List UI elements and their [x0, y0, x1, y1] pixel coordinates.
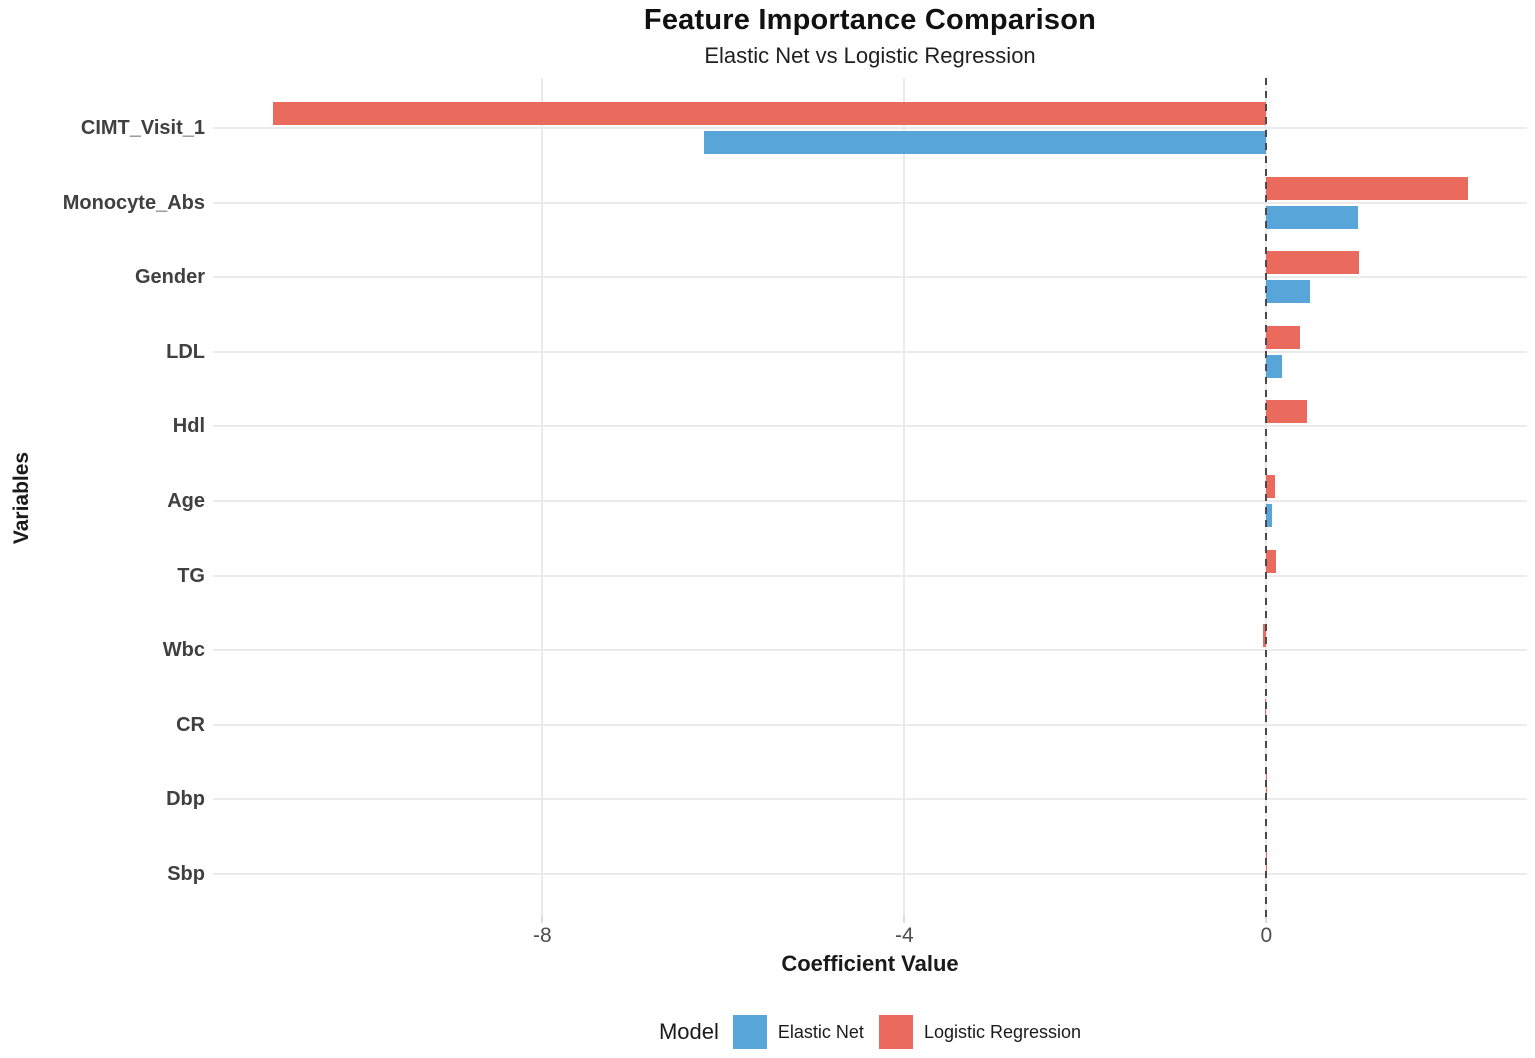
legend-label-logistic-regression: Logistic Regression [923, 1021, 1082, 1042]
gridline-horizontal [213, 425, 1527, 428]
y-axis-label-sbp: Sbp [167, 863, 205, 885]
y-axis-label-ldl: LDL [166, 340, 205, 363]
bar-elastic-net-gender [1266, 280, 1310, 304]
gridline-vertical [541, 78, 544, 915]
x-axis-tick-mark [903, 915, 906, 923]
bar-logistic-regression-monocyte_abs [1266, 176, 1469, 200]
y-axis-label-cr: CR [176, 713, 205, 736]
bar-logistic-regression-age [1266, 475, 1276, 498]
bar-elastic-net-age [1266, 504, 1272, 527]
bar-logistic-regression-tg [1266, 549, 1277, 573]
bar-logistic-regression-cimt_visit_1 [272, 102, 1267, 125]
bar-logistic-regression-wbc [1262, 624, 1267, 648]
y-axis-label-gender: Gender [134, 266, 205, 289]
gridline-horizontal [213, 127, 1527, 129]
gridline-horizontal [213, 500, 1527, 502]
y-axis-label-dbp: Dbp [166, 788, 205, 811]
plot-panel [213, 78, 1527, 923]
y-axis-label-monocyte_abs: Monocyte_Abs [62, 191, 205, 214]
y-axis-label-cimt_visit_1: CIMT_Visit_1 [80, 117, 205, 139]
x-axis-tick-mark [541, 915, 544, 923]
y-axis-label-hdl: Hdl [172, 415, 205, 438]
y-axis-label-wbc: Wbc [162, 639, 205, 662]
bar-elastic-net-cimt_visit_1 [704, 131, 1267, 154]
gridline-horizontal [213, 276, 1527, 279]
x-axis-title: Coefficient Value [781, 951, 959, 976]
gridline-horizontal [213, 649, 1527, 652]
gridline-horizontal [213, 350, 1527, 353]
bar-logistic-regression-hdl [1266, 400, 1308, 424]
gridline-horizontal [213, 723, 1527, 726]
y-axis-label-age: Age [167, 490, 205, 512]
chart-title: Feature Importance Comparison [643, 4, 1097, 36]
x-axis-tick-label--8: -8 [533, 924, 552, 947]
legend-title: Model [658, 1019, 719, 1044]
bar-elastic-net-ldl [1266, 354, 1282, 378]
gridline-horizontal [213, 201, 1527, 204]
legend-swatch-elastic-net [732, 1015, 767, 1049]
gridline-horizontal [213, 798, 1527, 801]
legend: Model Elastic Net Logistic Regression [213, 1010, 1527, 1054]
bar-logistic-regression-gender [1266, 251, 1359, 275]
gridline-horizontal [213, 574, 1527, 577]
gridline-vertical [903, 78, 906, 915]
bar-elastic-net-monocyte_abs [1266, 205, 1358, 229]
bar-logistic-regression-ldl [1266, 325, 1300, 349]
zero-reference-line [1265, 78, 1268, 919]
legend-swatch-logistic-regression [878, 1015, 913, 1049]
x-axis-tick-label--4: -4 [895, 924, 914, 947]
chart-subtitle: Elastic Net vs Logistic Regression [704, 43, 1036, 68]
gridline-horizontal [213, 873, 1527, 875]
legend-label-elastic-net: Elastic Net [777, 1021, 864, 1042]
x-axis-tick-label-0: 0 [1260, 924, 1273, 947]
x-axis-tick-mark [1265, 915, 1268, 923]
y-axis-label-tg: TG [177, 564, 205, 587]
